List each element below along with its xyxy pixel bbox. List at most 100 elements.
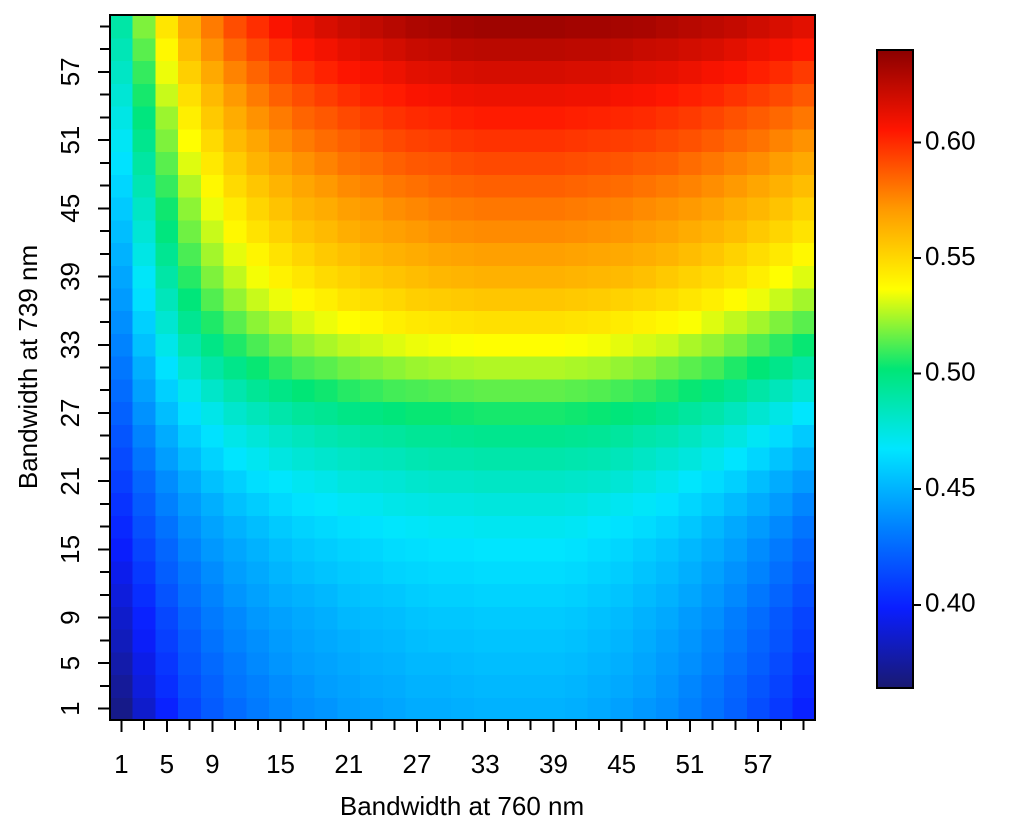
heatmap-cell <box>519 378 543 403</box>
heatmap-cell <box>587 697 611 721</box>
heatmap-cell <box>360 469 384 494</box>
heatmap-cell <box>655 196 680 221</box>
heatmap-cell <box>496 242 520 266</box>
heatmap-cell <box>473 538 498 562</box>
heatmap-cell <box>769 538 793 562</box>
heatmap-cell <box>155 105 179 130</box>
heatmap-cell <box>610 651 634 676</box>
heatmap-cell <box>678 424 702 448</box>
heatmap-cell <box>701 583 725 607</box>
heatmap-cell <box>610 697 634 721</box>
heatmap-cell <box>792 560 816 585</box>
heatmap-cell <box>746 128 771 153</box>
heatmap-cell <box>542 287 566 312</box>
heatmap-cell <box>110 265 134 289</box>
heatmap-cell <box>382 538 407 562</box>
heatmap-cell <box>132 105 157 130</box>
heatmap-cell <box>655 333 680 357</box>
x-axis-title: Bandwidth at 760 nm <box>340 791 584 821</box>
heatmap-cell <box>792 651 816 676</box>
heatmap-cell <box>246 356 270 380</box>
heatmap-cell <box>655 37 680 62</box>
heatmap-cell <box>382 60 407 84</box>
heatmap-cell <box>633 515 657 539</box>
heatmap-cell <box>200 697 225 721</box>
heatmap-cell <box>655 492 680 516</box>
heatmap-cell <box>314 515 339 539</box>
heatmap-cell <box>792 356 816 380</box>
heatmap-cell <box>155 674 179 698</box>
heatmap-cell <box>269 15 293 39</box>
heatmap-cell <box>382 560 407 585</box>
heatmap-cell <box>428 333 452 357</box>
heatmap-cell <box>223 651 248 676</box>
heatmap-cell <box>246 629 270 653</box>
heatmap-cell <box>792 242 816 266</box>
heatmap-cell <box>246 401 270 425</box>
x-tick-label: 33 <box>471 749 500 779</box>
heatmap-cell <box>633 333 657 357</box>
heatmap-cell <box>382 242 407 266</box>
heatmap-cell <box>473 60 498 84</box>
heatmap-cell <box>246 583 270 607</box>
heatmap-cell <box>200 174 225 198</box>
heatmap-cell <box>724 333 748 357</box>
heatmap-cell <box>496 333 520 357</box>
heatmap-cell <box>633 174 657 198</box>
heatmap-cell <box>610 242 634 266</box>
heatmap-cell <box>724 265 748 289</box>
heatmap-cell <box>223 515 248 539</box>
heatmap-cell <box>496 378 520 403</box>
heatmap-cell <box>746 333 771 357</box>
heatmap-cell <box>200 538 225 562</box>
heatmap-cell <box>724 15 748 39</box>
heatmap-cell <box>724 606 748 630</box>
heatmap-cell <box>610 606 634 630</box>
heatmap-cell <box>428 424 452 448</box>
heatmap-cell <box>633 37 657 62</box>
heatmap-cell <box>155 515 179 539</box>
heatmap-cell <box>314 697 339 721</box>
heatmap-cell <box>291 151 316 175</box>
heatmap-cell <box>678 629 702 653</box>
heatmap-cell <box>428 469 452 494</box>
heatmap-cell <box>587 401 611 425</box>
heatmap-cell <box>746 469 771 494</box>
heatmap-cell <box>132 37 157 62</box>
heatmap-cell <box>633 196 657 221</box>
heatmap-cell <box>792 174 816 198</box>
heatmap-cell <box>496 15 520 39</box>
heatmap-cell <box>110 651 134 676</box>
heatmap-cell <box>724 310 748 334</box>
y-tick-label: 5 <box>55 656 85 670</box>
heatmap-cell <box>382 219 407 244</box>
heatmap-cell <box>701 469 725 494</box>
heatmap-cell <box>360 37 384 62</box>
heatmap-cell <box>633 401 657 425</box>
heatmap-cell <box>428 401 452 425</box>
heatmap-cell <box>769 128 793 153</box>
heatmap-cell <box>519 469 543 494</box>
heatmap-cell <box>314 219 339 244</box>
heatmap-cell <box>724 515 748 539</box>
heatmap-cell <box>200 310 225 334</box>
heatmap-cell <box>110 60 134 84</box>
heatmap-cell <box>269 242 293 266</box>
heatmap-cell <box>451 310 475 334</box>
heatmap-cell <box>382 105 407 130</box>
heatmap-cell <box>269 105 293 130</box>
heatmap-cell <box>451 583 475 607</box>
heatmap-cell <box>223 287 248 312</box>
heatmap-cell <box>701 606 725 630</box>
heatmap-cell <box>382 515 407 539</box>
heatmap-cell <box>678 469 702 494</box>
heatmap-cell <box>610 469 634 494</box>
heatmap-cell <box>542 242 566 266</box>
heatmap-cell <box>155 378 179 403</box>
heatmap-cell <box>155 651 179 676</box>
heatmap-cell <box>724 242 748 266</box>
heatmap-cell <box>496 651 520 676</box>
heatmap-cell <box>223 37 248 62</box>
heatmap-cell <box>542 401 566 425</box>
heatmap-cell <box>655 356 680 380</box>
